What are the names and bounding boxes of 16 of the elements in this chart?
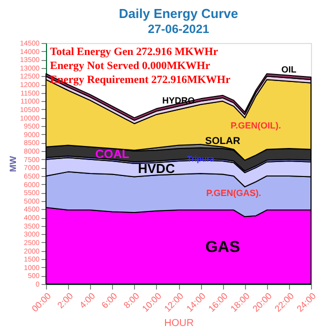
annotation: Energy Not Served 0.000MKWHr <box>50 60 210 72</box>
series-label: GAS <box>205 239 240 256</box>
chart-subtitle: 27-06-2021 <box>148 22 210 36</box>
x-axis-title: HOUR <box>164 318 194 329</box>
series-label: COAL <box>95 146 130 161</box>
x-tick-label: 8:00 <box>122 290 142 310</box>
series-label: P.GEN(GAS). <box>206 188 262 198</box>
annotation: Total Energy Gen 272.916 MKWHr <box>50 46 218 58</box>
series-label: SOLAR <box>205 136 241 148</box>
chart-title: Daily Energy Curve <box>118 6 238 21</box>
x-tick-label: 6:00 <box>100 290 120 310</box>
series-label: OIL <box>281 64 297 75</box>
series-label: HVDC <box>138 160 176 176</box>
x-tick-label: 4:00 <box>78 290 98 310</box>
series-label: P.GEN(OIL). <box>230 120 281 131</box>
y-axis-title: MW <box>8 156 18 172</box>
